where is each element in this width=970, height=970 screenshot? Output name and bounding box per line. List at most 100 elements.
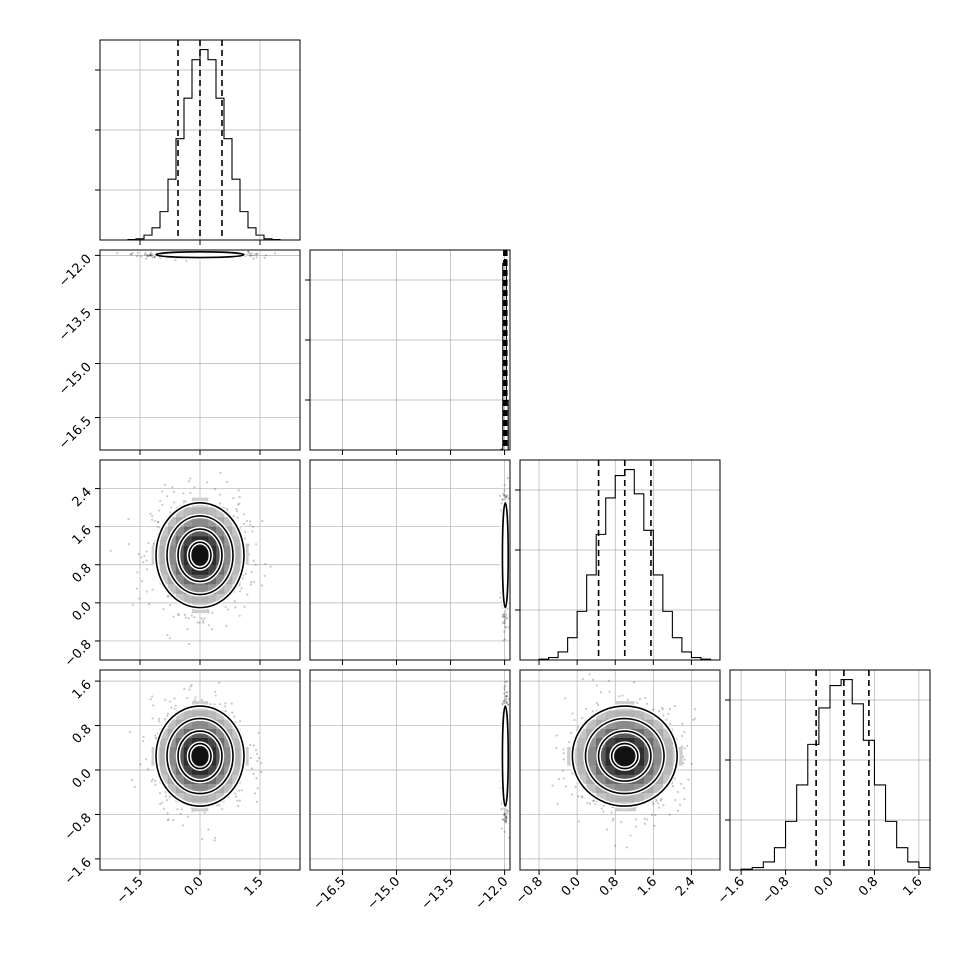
sample-point	[505, 816, 508, 820]
sample-point	[503, 638, 507, 641]
sample-point	[555, 746, 558, 750]
sample-point	[249, 756, 252, 760]
sample-point	[139, 255, 143, 258]
sample-point	[223, 705, 227, 708]
density-cell	[167, 584, 177, 594]
sample-point	[250, 570, 253, 574]
sample-point	[502, 813, 506, 816]
sample-point	[151, 695, 154, 698]
density-cell	[208, 710, 217, 720]
sample-point	[141, 739, 145, 743]
sample-point	[507, 626, 510, 629]
sample-point	[503, 830, 506, 833]
sample-point	[660, 797, 663, 801]
sample-point	[652, 802, 655, 805]
sample-point	[249, 583, 253, 586]
sample-point	[503, 621, 506, 624]
sample-point	[256, 252, 259, 255]
density-cell	[159, 545, 169, 556]
sample-point	[149, 253, 152, 256]
sample-point	[145, 253, 148, 257]
density-cell	[208, 507, 217, 518]
sample-point	[256, 759, 259, 763]
density-cell	[224, 584, 233, 594]
density-cell	[232, 536, 241, 546]
sample-point	[163, 483, 166, 486]
sample-point	[207, 624, 210, 627]
sample-point	[502, 639, 505, 642]
sample-point	[157, 720, 161, 723]
sample-point	[254, 252, 257, 256]
density-cell	[159, 737, 169, 748]
sample-point	[611, 819, 614, 822]
sample-point	[166, 495, 169, 498]
sample-point	[261, 520, 264, 523]
sample-point	[644, 696, 647, 699]
sample-point	[148, 602, 151, 606]
sample-point	[253, 580, 256, 584]
sample-point	[650, 813, 654, 817]
sample-point	[149, 697, 152, 701]
sample-point	[600, 807, 603, 810]
density-cell	[167, 746, 177, 757]
y-tick-label: −13.5	[56, 306, 95, 345]
sample-point	[505, 691, 509, 694]
sample-point	[234, 792, 237, 795]
sample-point	[505, 691, 508, 694]
x-tick-label: −16.5	[310, 874, 349, 913]
sample-point	[592, 799, 595, 802]
sample-point	[505, 697, 508, 700]
sample-point	[581, 796, 584, 799]
sample-point	[683, 798, 686, 801]
sample-point	[500, 508, 503, 512]
sample-point	[202, 621, 205, 624]
sample-point	[141, 580, 144, 583]
density-cell	[224, 719, 233, 729]
sample-point	[147, 254, 150, 258]
sample-point	[507, 698, 510, 701]
x-tick-label: 0.0	[812, 874, 837, 899]
scatter-panel-p0-p3	[99, 669, 301, 871]
sample-point	[256, 787, 259, 790]
sample-point	[224, 605, 227, 608]
sample-point	[109, 549, 112, 552]
sample-point	[159, 499, 162, 503]
sample-point	[127, 542, 130, 546]
density-cell	[191, 783, 201, 794]
x-tick-label: 1.6	[900, 874, 925, 899]
density-cell	[191, 507, 201, 518]
sample-point	[257, 756, 261, 760]
sample-point	[235, 510, 239, 513]
sample-point	[243, 605, 246, 608]
sample-point	[198, 621, 201, 624]
y-tick-label: −1.6	[62, 855, 95, 888]
sample-point	[255, 543, 258, 546]
density-cell	[200, 584, 209, 594]
sample-point	[501, 818, 505, 821]
sample-point	[657, 802, 660, 805]
sample-point	[221, 808, 224, 811]
sample-point	[629, 834, 632, 837]
density-cell	[208, 719, 217, 729]
sample-point	[245, 519, 249, 523]
sample-point	[214, 836, 217, 840]
sample-point	[504, 494, 508, 497]
sample-point	[252, 559, 255, 562]
sample-point	[168, 637, 171, 640]
sample-point	[502, 700, 505, 703]
sample-point	[145, 257, 148, 260]
sample-point	[233, 600, 236, 603]
sample-point	[151, 515, 154, 518]
density-cell	[167, 536, 177, 546]
sample-point	[172, 615, 175, 618]
density-cell	[175, 792, 185, 803]
density-cell	[216, 728, 225, 739]
sample-point	[499, 596, 502, 599]
sample-point	[154, 783, 157, 786]
sample-point	[645, 702, 649, 705]
sample-point	[503, 814, 506, 817]
sample-point	[643, 817, 646, 820]
sample-point	[662, 714, 665, 717]
sample-point	[131, 603, 134, 606]
sample-point	[166, 714, 169, 717]
